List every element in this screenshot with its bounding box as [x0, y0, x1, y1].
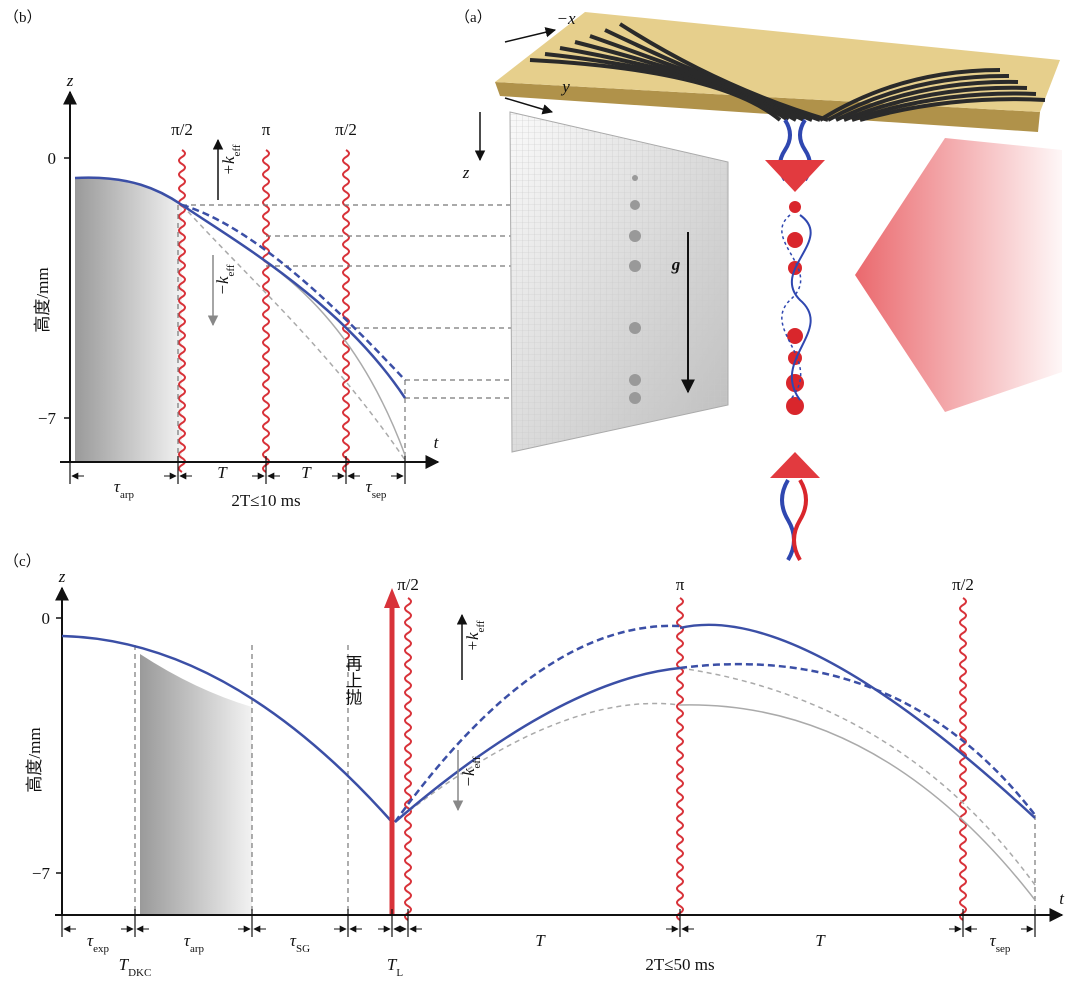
y-axis-title: 高度/mm [25, 727, 44, 792]
panel-label: （c） [4, 553, 41, 570]
interval-label-base: T [217, 463, 228, 482]
duration-label: 2T≤10 ms [231, 491, 300, 510]
interval-label: TL [387, 955, 403, 979]
atom-image [629, 374, 641, 386]
interval-label: τarp [184, 931, 205, 955]
beam-cone [770, 452, 820, 478]
trajectory [680, 625, 1035, 818]
pulse-label: π/2 [171, 120, 193, 139]
interval-label: T [217, 463, 228, 482]
y-axis-title: 高度/mm [33, 267, 52, 332]
pulse-label: π/2 [335, 120, 357, 139]
y-tick-label: 0 [48, 149, 57, 168]
k-label-base: +k [219, 156, 238, 175]
k-label: +keff [463, 620, 487, 651]
interval-label: T [301, 463, 312, 482]
pulse-label: π [676, 575, 685, 594]
atom-image [632, 175, 638, 181]
interval-label-sub: exp [93, 943, 109, 955]
atom-image [629, 392, 641, 404]
interval-label-sub: L [396, 967, 403, 979]
k-label-sub: eff [475, 620, 487, 632]
y-tick-label: −7 [38, 409, 57, 428]
atom [787, 232, 803, 248]
axis-label: z [462, 163, 470, 182]
interval-label: T [535, 931, 546, 950]
k-label-base: −k [459, 768, 478, 787]
wave-tail [782, 480, 794, 560]
axis-label: z [66, 71, 74, 90]
interval-label: τexp [87, 931, 109, 955]
interval-label: T [815, 931, 826, 950]
panel-label: （b） [4, 9, 42, 26]
k-label-sub: eff [471, 756, 483, 768]
trajectory [395, 703, 680, 822]
laser-pulse [343, 150, 349, 472]
interval-label: τsep [366, 477, 387, 501]
k-label-base: −k [213, 276, 232, 295]
interval-label: τsep [990, 931, 1011, 955]
axis-arrow [505, 30, 555, 42]
interval-label: TDKC [119, 955, 152, 979]
laser-pulse [263, 150, 269, 472]
trajectory [680, 668, 1035, 885]
beam-cone [765, 160, 825, 192]
axis-label: −x [556, 9, 575, 28]
trajectory [182, 205, 405, 460]
pulse-label: π [262, 120, 271, 139]
axis-label: t [434, 433, 440, 452]
atom [789, 201, 801, 213]
k-label-sub: eff [231, 144, 243, 156]
axis-label: t [1059, 889, 1065, 908]
interval-label-base: T [815, 931, 826, 950]
shaded-region [75, 178, 182, 462]
screen-grid [510, 112, 728, 452]
axis-arrow [505, 98, 552, 112]
wave-tail [794, 480, 806, 560]
pulse-label: π/2 [952, 575, 974, 594]
interval-label-sub: sep [996, 943, 1011, 955]
y-tick-label: 0 [42, 609, 51, 628]
k-label: +keff [219, 144, 243, 175]
relaunch-label: 再上抛 [343, 655, 363, 706]
interval-label-sub: sep [372, 489, 387, 501]
axis-label: y [560, 77, 570, 96]
interval-label-base: T [535, 931, 546, 950]
trajectory [395, 626, 680, 822]
interval-label: τarp [114, 477, 135, 501]
pulse-label: π/2 [397, 575, 419, 594]
duration-label: 2T≤50 ms [645, 955, 714, 974]
y-tick-label: −7 [32, 864, 51, 883]
atom [786, 397, 804, 415]
laser-pulse [960, 598, 966, 920]
laser-pulse [677, 598, 683, 920]
laser-pulse [405, 598, 411, 920]
trajectory [680, 664, 1035, 815]
atom-image [629, 260, 641, 272]
figure: （b）zt0−7高度/mmπ/2ππ/2+keff−keffτarpTTτsep… [0, 0, 1068, 982]
gravity-label: g [671, 255, 681, 274]
interval-label-sub: arp [120, 489, 135, 501]
interval-label-sub: SG [296, 943, 310, 955]
atom-image [630, 200, 640, 210]
laser-beam [855, 138, 1062, 412]
k-label: −keff [213, 264, 237, 295]
k-label: −keff [459, 756, 483, 787]
panel-label: （a） [455, 9, 492, 26]
trajectory [395, 668, 680, 822]
k-label-base: +k [463, 632, 482, 651]
k-label-sub: eff [225, 264, 237, 276]
interval-label-base: T [301, 463, 312, 482]
interval-label: τSG [290, 931, 310, 955]
interval-label-sub: DKC [128, 967, 151, 979]
shaded-region [140, 654, 252, 915]
trajectory [680, 705, 1035, 900]
axis-label: z [58, 567, 66, 586]
atom-image [629, 230, 641, 242]
atom-image [629, 322, 641, 334]
interval-label-sub: arp [190, 943, 205, 955]
